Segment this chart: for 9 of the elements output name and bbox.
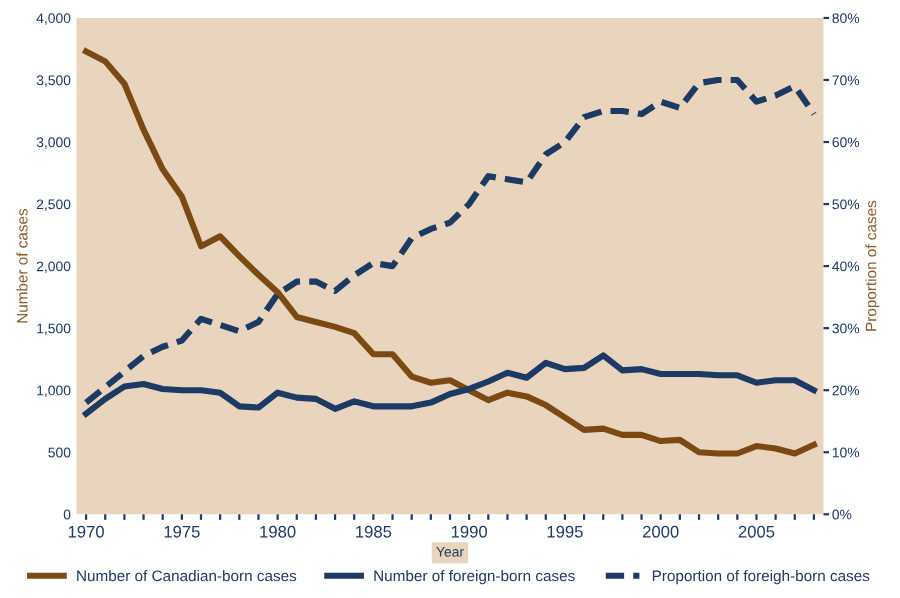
x-tick-label: 1970 [68,525,104,538]
x-tick-label: 2005 [738,525,775,538]
x-tick-label: 1990 [451,525,488,538]
x-tick-label: 1995 [547,525,583,538]
x-tick-label: 1975 [164,525,200,538]
line-series [83,48,817,457]
x-tick-label: 1985 [356,525,392,538]
x-tick-label: 1980 [260,525,296,538]
x-tick-label: 2000 [642,525,679,538]
